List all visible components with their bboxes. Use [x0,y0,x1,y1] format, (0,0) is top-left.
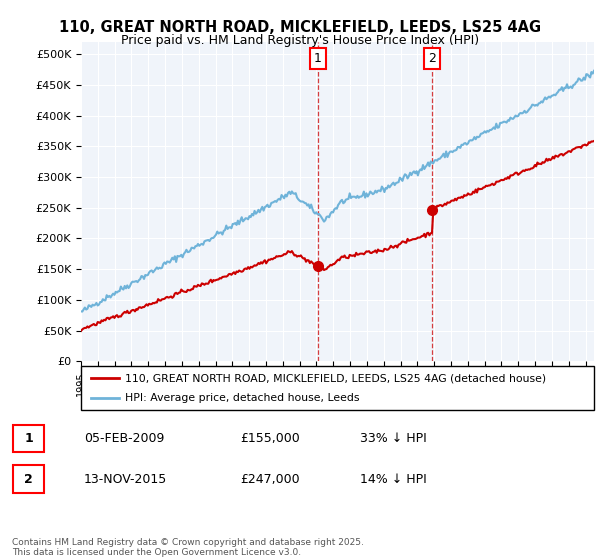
Text: 2: 2 [25,473,33,486]
Text: 1: 1 [314,52,322,65]
FancyBboxPatch shape [13,465,44,493]
FancyBboxPatch shape [13,424,44,452]
FancyBboxPatch shape [81,366,594,410]
Text: 110, GREAT NORTH ROAD, MICKLEFIELD, LEEDS, LS25 4AG: 110, GREAT NORTH ROAD, MICKLEFIELD, LEED… [59,20,541,35]
Text: 14% ↓ HPI: 14% ↓ HPI [360,473,427,486]
Text: £247,000: £247,000 [240,473,299,486]
Text: Contains HM Land Registry data © Crown copyright and database right 2025.
This d: Contains HM Land Registry data © Crown c… [12,538,364,557]
Text: 1: 1 [25,432,33,445]
Text: 110, GREAT NORTH ROAD, MICKLEFIELD, LEEDS, LS25 4AG (detached house): 110, GREAT NORTH ROAD, MICKLEFIELD, LEED… [125,373,546,383]
Text: 33% ↓ HPI: 33% ↓ HPI [360,432,427,445]
Text: 05-FEB-2009: 05-FEB-2009 [84,432,164,445]
Text: £155,000: £155,000 [240,432,300,445]
Text: 2: 2 [428,52,436,65]
Text: Price paid vs. HM Land Registry's House Price Index (HPI): Price paid vs. HM Land Registry's House … [121,34,479,46]
Text: 13-NOV-2015: 13-NOV-2015 [84,473,167,486]
Text: HPI: Average price, detached house, Leeds: HPI: Average price, detached house, Leed… [125,393,359,403]
